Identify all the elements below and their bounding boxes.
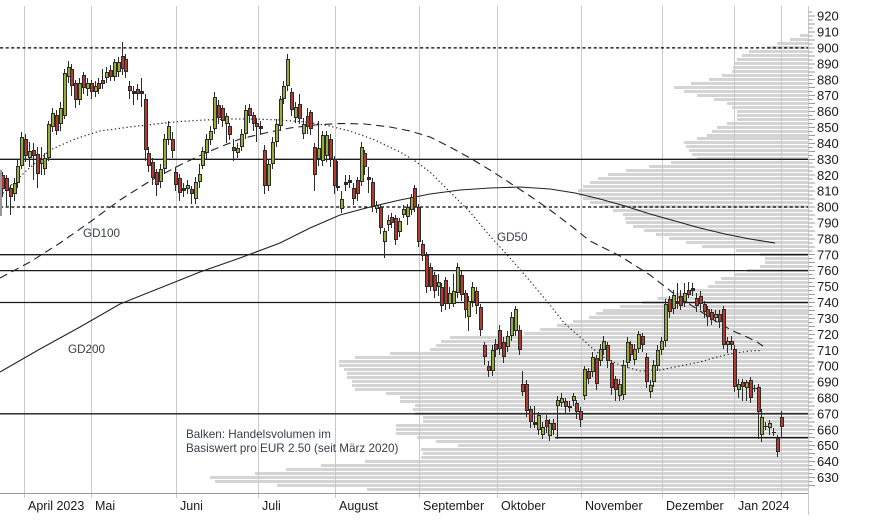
svg-text:820: 820 xyxy=(817,168,839,183)
svg-text:September: September xyxy=(423,499,484,513)
svg-text:770: 770 xyxy=(817,247,839,262)
svg-text:680: 680 xyxy=(817,391,839,406)
svg-text:830: 830 xyxy=(817,152,839,167)
svg-text:Mai: Mai xyxy=(95,499,115,513)
svg-text:880: 880 xyxy=(817,72,839,87)
svg-text:650: 650 xyxy=(817,438,839,453)
svg-text:November: November xyxy=(585,499,643,513)
svg-text:GD50: GD50 xyxy=(497,231,528,244)
svg-text:Dezember: Dezember xyxy=(666,499,724,513)
svg-text:Juli: Juli xyxy=(262,499,281,513)
svg-text:720: 720 xyxy=(817,327,839,342)
svg-text:860: 860 xyxy=(817,104,839,119)
svg-text:810: 810 xyxy=(817,184,839,199)
svg-text:640: 640 xyxy=(817,454,839,469)
svg-text:780: 780 xyxy=(817,231,839,246)
svg-text:630: 630 xyxy=(817,470,839,485)
svg-text:730: 730 xyxy=(817,311,839,326)
svg-text:710: 710 xyxy=(817,343,839,358)
svg-text:670: 670 xyxy=(817,406,839,421)
svg-text:870: 870 xyxy=(817,88,839,103)
svg-text:Basiswert pro EUR 2.50 (seit M: Basiswert pro EUR 2.50 (seit März 2020) xyxy=(186,442,399,455)
svg-text:690: 690 xyxy=(817,375,839,390)
svg-text:Jan 2024: Jan 2024 xyxy=(738,499,789,513)
svg-text:900: 900 xyxy=(817,41,839,56)
svg-text:740: 740 xyxy=(817,295,839,310)
svg-text:Balken: Handelsvolumen im: Balken: Handelsvolumen im xyxy=(186,428,331,441)
svg-text:910: 910 xyxy=(817,25,839,40)
svg-text:August: August xyxy=(339,499,378,513)
svg-text:790: 790 xyxy=(817,216,839,231)
svg-text:700: 700 xyxy=(817,359,839,374)
svg-text:660: 660 xyxy=(817,422,839,437)
svg-text:Juni: Juni xyxy=(180,499,203,513)
svg-text:840: 840 xyxy=(817,136,839,151)
svg-text:Oktober: Oktober xyxy=(501,499,545,513)
svg-text:760: 760 xyxy=(817,263,839,278)
svg-text:750: 750 xyxy=(817,279,839,294)
svg-text:800: 800 xyxy=(817,200,839,215)
svg-text:890: 890 xyxy=(817,56,839,71)
svg-text:GD100: GD100 xyxy=(83,227,121,240)
svg-text:920: 920 xyxy=(817,9,839,24)
svg-text:850: 850 xyxy=(817,120,839,135)
svg-text:April 2023: April 2023 xyxy=(28,499,84,513)
svg-text:GD200: GD200 xyxy=(68,343,106,356)
